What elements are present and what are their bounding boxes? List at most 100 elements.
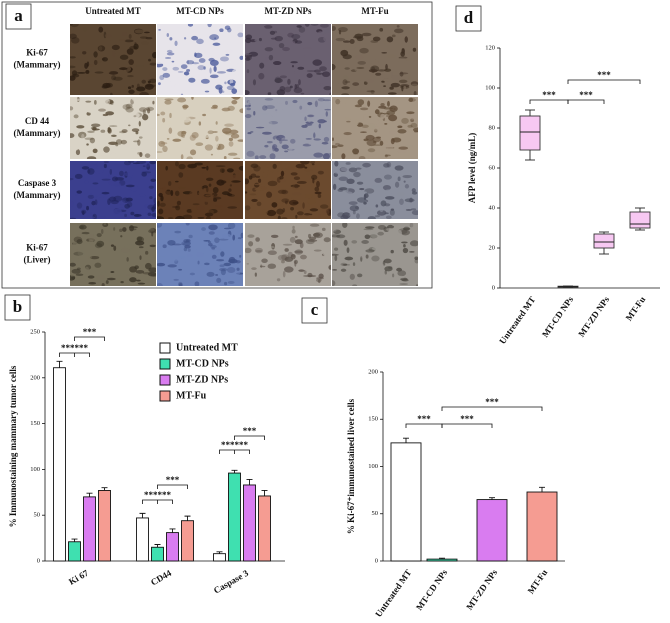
- micrograph-cell: [344, 256, 354, 261]
- micrograph-cell: [357, 99, 365, 106]
- micrograph-cell: [277, 189, 287, 194]
- micrograph-cell: [355, 213, 360, 219]
- micrograph-cell: [139, 255, 142, 260]
- micrograph-cell: [405, 209, 412, 211]
- row-label: Ki-67: [26, 243, 48, 253]
- micrograph-cell: [307, 239, 318, 242]
- micrograph-cell: [104, 33, 113, 38]
- micrograph-cell: [276, 151, 283, 154]
- micrograph-cell: [272, 169, 280, 172]
- micrograph-cell: [142, 114, 149, 121]
- micrograph-cell: [410, 118, 415, 123]
- micrograph-cell: [319, 83, 328, 87]
- micrograph-cell: [110, 102, 114, 105]
- micrograph-cell: [209, 34, 220, 41]
- micrograph-cell: [317, 31, 324, 37]
- micrograph-cell: [398, 79, 408, 84]
- significance-label: ***: [417, 414, 431, 424]
- micrograph-cell: [352, 209, 356, 215]
- micrograph-cell: [178, 258, 186, 265]
- micrograph-cell: [122, 227, 127, 232]
- micrograph-cell: [274, 35, 283, 42]
- micrograph-cell: [224, 25, 231, 30]
- micrograph-cell: [207, 139, 215, 142]
- micrograph-cell: [127, 75, 134, 78]
- micrograph-cell: [369, 234, 378, 239]
- micrograph-cell: [110, 92, 113, 95]
- micrograph-cell: [90, 123, 101, 128]
- micrograph-cell: [157, 223, 163, 228]
- micrograph-cell: [295, 163, 306, 169]
- micrograph-cell: [157, 200, 160, 207]
- panel-label: d: [464, 8, 474, 27]
- micrograph-cell: [232, 234, 236, 241]
- micrograph-cell: [169, 112, 172, 119]
- micrograph-cell: [81, 209, 87, 215]
- micrograph-cell: [317, 170, 324, 175]
- micrograph-cell: [251, 267, 257, 271]
- micrograph-cell: [354, 119, 359, 126]
- micrograph-cell: [196, 38, 204, 45]
- micrograph-cell: [279, 75, 288, 79]
- x-tick-label: MT-ZD NPs: [464, 567, 499, 612]
- micrograph-cell: [98, 194, 106, 198]
- micrograph-cell: [177, 71, 184, 73]
- micrograph-cell: [70, 65, 76, 69]
- micrograph-cell: [267, 245, 275, 249]
- micrograph-texture: [157, 161, 243, 219]
- micrograph-cell: [232, 68, 240, 76]
- micrograph-cell: [397, 187, 402, 190]
- micrograph-cell: [282, 130, 287, 136]
- micrograph-cell: [402, 227, 411, 231]
- micrograph-cell: [409, 197, 413, 203]
- micrograph-cell: [262, 131, 272, 135]
- micrograph-cell: [354, 104, 363, 108]
- micrograph-cell: [262, 105, 268, 111]
- micrograph-cell: [348, 151, 353, 155]
- micrograph-cell: [177, 130, 186, 137]
- micrograph-cell: [224, 49, 234, 54]
- micrograph-cell: [308, 141, 312, 146]
- micrograph-cell: [70, 130, 76, 134]
- micrograph-cell: [161, 186, 166, 193]
- micrograph-cell: [375, 204, 379, 208]
- micrograph-cell: [211, 254, 217, 259]
- micrograph-cell: [205, 194, 215, 197]
- micrograph-cell: [305, 137, 312, 140]
- micrograph-cell: [376, 136, 381, 139]
- micrograph-cell: [388, 130, 397, 135]
- y-tick-label: 60: [489, 164, 496, 171]
- micrograph-cell: [108, 141, 118, 145]
- micrograph-cell: [386, 54, 397, 59]
- micrograph-cell: [271, 242, 276, 250]
- micrograph-cell: [285, 100, 288, 105]
- micrograph-cell: [402, 174, 413, 179]
- micrograph-cell: [147, 204, 155, 210]
- micrograph-cell: [413, 130, 418, 133]
- micrograph-cell: [121, 129, 128, 133]
- micrograph-cell: [313, 152, 324, 158]
- micrograph-cell: [382, 78, 392, 82]
- micrograph-cell: [77, 250, 86, 256]
- micrograph-cell: [386, 227, 394, 232]
- micrograph-cell: [387, 224, 395, 229]
- micrograph-cell: [228, 188, 232, 192]
- micrograph-cell: [250, 250, 255, 256]
- micrograph-cell: [171, 205, 179, 208]
- micrograph-cell: [319, 204, 329, 209]
- y-tick-label: 100: [485, 84, 495, 91]
- micrograph-cell: [92, 128, 100, 131]
- panel-label-box: [301, 297, 328, 324]
- legend-swatch: [159, 374, 171, 386]
- micrograph-cell: [240, 232, 243, 239]
- micrograph-cell: [148, 58, 152, 62]
- box: [629, 211, 651, 229]
- micrograph-cell: [93, 230, 96, 236]
- micrograph-cell: [374, 128, 378, 133]
- micrograph-cell: [146, 228, 155, 232]
- micrograph-cell: [374, 59, 380, 62]
- micrograph-cell: [300, 92, 305, 95]
- micrograph-cell: [289, 85, 293, 89]
- micrograph-cell: [197, 111, 206, 115]
- significance-bracket: [405, 423, 443, 428]
